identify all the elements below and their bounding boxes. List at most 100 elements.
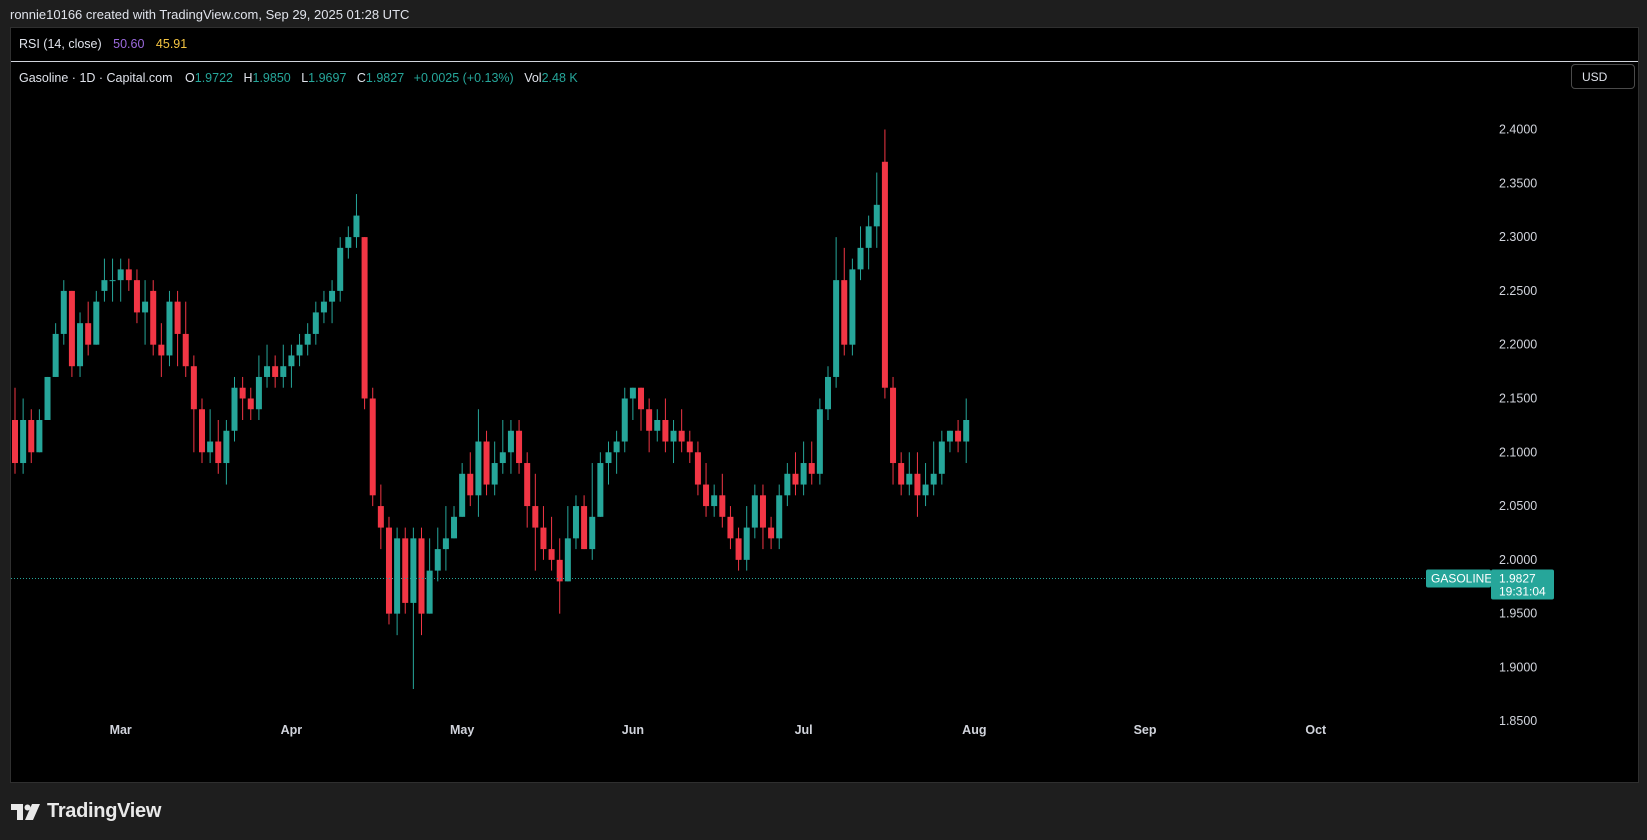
candle[interactable]	[369, 387, 376, 507]
candle[interactable]	[890, 376, 897, 485]
candle[interactable]	[597, 452, 604, 517]
candle[interactable]	[703, 463, 710, 517]
candle[interactable]	[385, 516, 392, 625]
candle[interactable]	[784, 463, 791, 507]
candle[interactable]	[670, 420, 677, 464]
candle[interactable]	[711, 484, 718, 517]
candle[interactable]	[320, 290, 327, 324]
candle[interactable]	[150, 280, 157, 356]
candle[interactable]	[223, 420, 230, 485]
candle[interactable]	[946, 430, 953, 453]
candle[interactable]	[613, 430, 620, 474]
candle[interactable]	[759, 484, 766, 550]
candle[interactable]	[857, 226, 864, 281]
candle[interactable]	[426, 538, 433, 614]
candle[interactable]	[410, 527, 417, 689]
candle[interactable]	[540, 506, 547, 560]
candle[interactable]	[125, 258, 132, 291]
candle[interactable]	[816, 398, 823, 485]
candle[interactable]	[849, 258, 856, 356]
candle[interactable]	[605, 441, 612, 485]
candle[interactable]	[800, 441, 807, 496]
candle[interactable]	[906, 452, 913, 496]
candle[interactable]	[52, 323, 59, 377]
candle[interactable]	[524, 452, 531, 528]
candle[interactable]	[361, 237, 368, 410]
candle[interactable]	[938, 430, 945, 485]
candle[interactable]	[483, 430, 490, 496]
candle[interactable]	[727, 506, 734, 550]
candle[interactable]	[158, 323, 165, 377]
chart-frame[interactable]: RSI (14, close) 50.60 45.91 Gasoline · 1…	[10, 27, 1639, 783]
candle[interactable]	[678, 409, 685, 453]
candle[interactable]	[312, 301, 319, 345]
candle[interactable]	[44, 376, 51, 420]
candle[interactable]	[881, 129, 888, 399]
candle[interactable]	[654, 409, 661, 442]
candle[interactable]	[85, 301, 92, 356]
candle[interactable]	[142, 280, 149, 345]
candle[interactable]	[556, 538, 563, 614]
candle[interactable]	[751, 484, 758, 539]
candle[interactable]	[272, 355, 279, 388]
candle[interactable]	[662, 398, 669, 453]
candle[interactable]	[288, 344, 295, 388]
candle[interactable]	[694, 441, 701, 496]
candle[interactable]	[207, 409, 214, 464]
candle[interactable]	[12, 387, 18, 474]
candle[interactable]	[735, 527, 742, 571]
candle[interactable]	[963, 398, 970, 464]
candle[interactable]	[581, 495, 588, 550]
candle[interactable]	[808, 441, 815, 485]
candle[interactable]	[792, 452, 799, 496]
candle[interactable]	[239, 376, 246, 420]
candle[interactable]	[825, 366, 831, 420]
candle[interactable]	[564, 506, 571, 582]
symbol-title[interactable]: Gasoline · 1D · Capital.com	[19, 71, 173, 85]
candle[interactable]	[833, 237, 840, 388]
candle[interactable]	[36, 409, 43, 453]
candle[interactable]	[434, 527, 441, 582]
candle[interactable]	[93, 290, 100, 345]
price-chart[interactable]: 2.4000 2.3500 2.3000 2.2500 2.2000 2.1500 2.10…	[11, 28, 1638, 782]
candle[interactable]	[20, 398, 27, 474]
candle[interactable]	[646, 398, 653, 453]
candle[interactable]	[629, 387, 636, 420]
candle[interactable]	[589, 463, 596, 560]
candle[interactable]	[467, 452, 474, 507]
candle[interactable]	[548, 516, 555, 571]
candle[interactable]	[77, 312, 84, 377]
candle[interactable]	[499, 420, 506, 474]
candle[interactable]	[491, 441, 498, 496]
candle[interactable]	[166, 290, 173, 367]
candle[interactable]	[198, 398, 205, 464]
candle[interactable]	[394, 527, 401, 636]
candle[interactable]	[516, 420, 523, 474]
candle[interactable]	[865, 215, 872, 270]
candle[interactable]	[914, 452, 921, 517]
candle[interactable]	[255, 355, 262, 420]
rsi-pane[interactable]: RSI (14, close) 50.60 45.91	[11, 28, 1638, 62]
candle[interactable]	[418, 527, 425, 636]
candle[interactable]	[930, 441, 937, 496]
candle[interactable]	[353, 194, 360, 248]
candle[interactable]	[296, 333, 303, 367]
candle[interactable]	[264, 344, 271, 388]
candle[interactable]	[922, 463, 929, 507]
candle[interactable]	[719, 473, 726, 528]
candle[interactable]	[768, 516, 775, 550]
candle[interactable]	[459, 463, 466, 517]
candle[interactable]	[182, 301, 189, 377]
candle[interactable]	[743, 506, 750, 571]
candle[interactable]	[109, 258, 116, 302]
candle[interactable]	[68, 290, 75, 377]
candle[interactable]	[402, 527, 409, 614]
candle[interactable]	[329, 280, 336, 324]
candle[interactable]	[190, 355, 197, 453]
candle[interactable]	[442, 506, 449, 571]
candle[interactable]	[377, 484, 384, 550]
candle[interactable]	[532, 473, 539, 571]
candle[interactable]	[174, 290, 181, 367]
candle[interactable]	[28, 409, 35, 464]
candle[interactable]	[215, 420, 222, 474]
